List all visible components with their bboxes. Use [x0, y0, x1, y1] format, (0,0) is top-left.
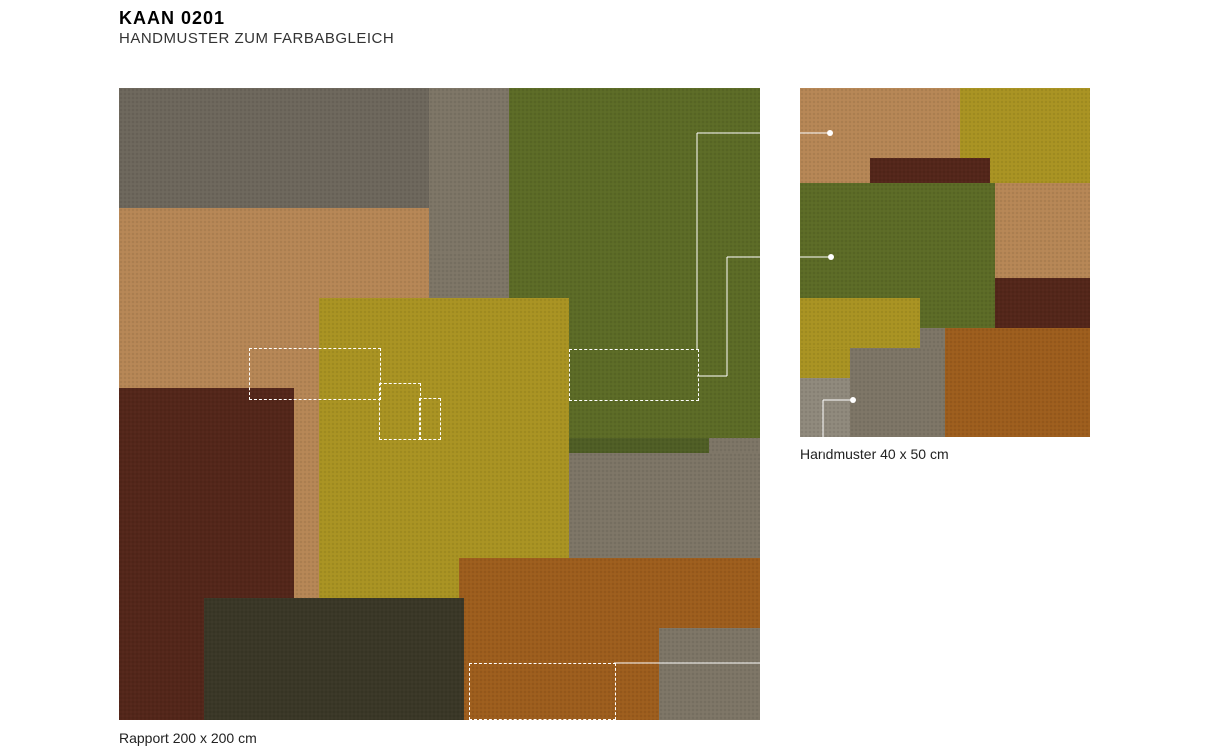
color-block: [995, 183, 1090, 278]
handmuster-caption: Handmuster 40 x 50 cm: [800, 446, 949, 462]
color-block: [850, 348, 945, 437]
color-block: [204, 598, 464, 720]
selection-box: [419, 398, 441, 440]
rapport-caption: Rapport 200 x 200 cm: [119, 730, 257, 746]
color-block: [945, 328, 1090, 437]
rapport-swatch: [119, 88, 760, 720]
selection-box: [469, 663, 616, 720]
subtitle: HANDMUSTER ZUM FARBABGLEICH: [119, 30, 394, 47]
handmuster-swatch: [800, 88, 1090, 437]
selection-box: [249, 348, 381, 400]
color-block: [659, 628, 760, 720]
color-block: [119, 88, 429, 208]
selection-box: [379, 383, 421, 440]
color-block: [800, 378, 850, 437]
product-code-title: KAAN 0201: [119, 8, 225, 29]
color-block: [429, 253, 509, 298]
color-block: [800, 298, 920, 348]
selection-box: [569, 349, 699, 401]
color-block: [659, 558, 760, 628]
